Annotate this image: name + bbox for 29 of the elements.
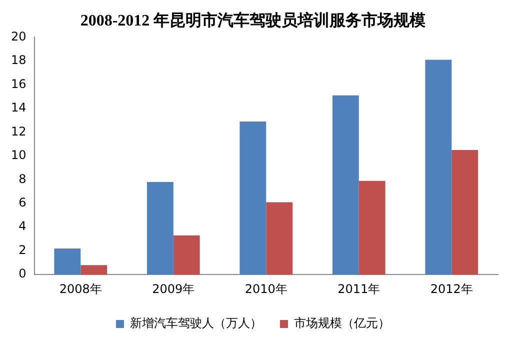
y-tick-label: 0 — [18, 266, 26, 281]
y-tick-label: 18 — [10, 53, 26, 68]
x-tick-label: 2010年 — [244, 282, 288, 296]
y-tick-label: 12 — [10, 124, 26, 138]
y-tick-label: 16 — [10, 76, 26, 91]
x-tick-label: 2012年 — [430, 282, 473, 296]
y-tick-label: 14 — [10, 100, 26, 115]
x-tick-label: 2011年 — [338, 282, 380, 296]
y-tick-label: 10 — [10, 148, 26, 162]
y-tick-label: 6 — [18, 196, 26, 210]
y-tick-label: 8 — [18, 172, 26, 186]
bar — [452, 150, 478, 275]
bar — [425, 60, 452, 275]
bar — [266, 202, 293, 275]
y-tick-label: 4 — [18, 219, 26, 234]
bar — [173, 235, 200, 275]
bar — [358, 180, 386, 275]
legend-label: 新增汽车驾驶人（万人） — [130, 316, 262, 330]
bar — [80, 265, 108, 275]
bar — [146, 182, 174, 275]
y-tick-label: 20 — [10, 29, 26, 44]
bar — [54, 248, 81, 275]
chart-title: 2008-2012 年昆明市汽车驾驶员培训服务市场规模 — [80, 12, 426, 30]
y-tick-label: 2 — [18, 242, 26, 257]
x-tick-label: 2008年 — [59, 282, 102, 296]
x-tick-label: 2009年 — [152, 282, 195, 296]
bar — [332, 95, 359, 275]
legend-label: 市场规模（亿元） — [294, 316, 390, 330]
bar — [240, 121, 266, 275]
